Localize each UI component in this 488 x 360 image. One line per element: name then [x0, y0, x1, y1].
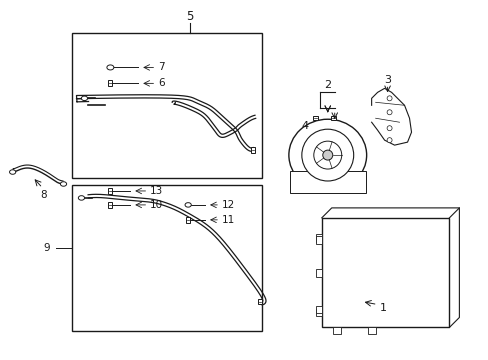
- Bar: [250, 147, 254, 153]
- Bar: [315, 306, 321, 314]
- Text: 5: 5: [186, 10, 193, 23]
- Circle shape: [386, 138, 391, 143]
- Circle shape: [386, 96, 391, 101]
- Text: 2: 2: [323, 80, 330, 90]
- Bar: [312, 116, 318, 120]
- Text: 1: 1: [379, 302, 386, 312]
- Bar: [186, 217, 190, 222]
- Bar: [315, 269, 321, 276]
- Ellipse shape: [81, 96, 87, 100]
- Bar: [315, 236, 321, 244]
- Bar: [315, 309, 321, 316]
- Circle shape: [301, 129, 353, 181]
- Ellipse shape: [61, 182, 66, 186]
- Ellipse shape: [78, 196, 84, 200]
- Bar: [72, 185, 262, 332]
- Ellipse shape: [288, 119, 366, 191]
- Circle shape: [386, 126, 391, 131]
- Ellipse shape: [184, 203, 191, 207]
- Bar: [321, 218, 448, 328]
- Text: 11: 11: [222, 215, 235, 225]
- Text: 3: 3: [383, 75, 390, 85]
- Text: 6: 6: [158, 78, 164, 88]
- Bar: [315, 234, 321, 242]
- Text: 8: 8: [41, 190, 47, 200]
- Bar: [108, 80, 112, 86]
- Ellipse shape: [107, 65, 114, 70]
- Text: 13: 13: [150, 186, 163, 196]
- Bar: [108, 188, 112, 194]
- Bar: [367, 328, 375, 334]
- Text: 12: 12: [222, 200, 235, 210]
- Bar: [330, 116, 336, 120]
- Circle shape: [322, 150, 332, 160]
- Bar: [258, 299, 262, 304]
- Bar: [332, 328, 340, 334]
- Text: 9: 9: [43, 243, 50, 253]
- Bar: [289, 171, 365, 193]
- Ellipse shape: [10, 170, 16, 174]
- Text: 7: 7: [158, 62, 164, 72]
- Bar: [108, 202, 112, 208]
- Circle shape: [313, 141, 341, 169]
- Circle shape: [386, 110, 391, 115]
- Text: 10: 10: [150, 200, 163, 210]
- Text: 4: 4: [301, 121, 308, 131]
- Bar: [72, 32, 262, 178]
